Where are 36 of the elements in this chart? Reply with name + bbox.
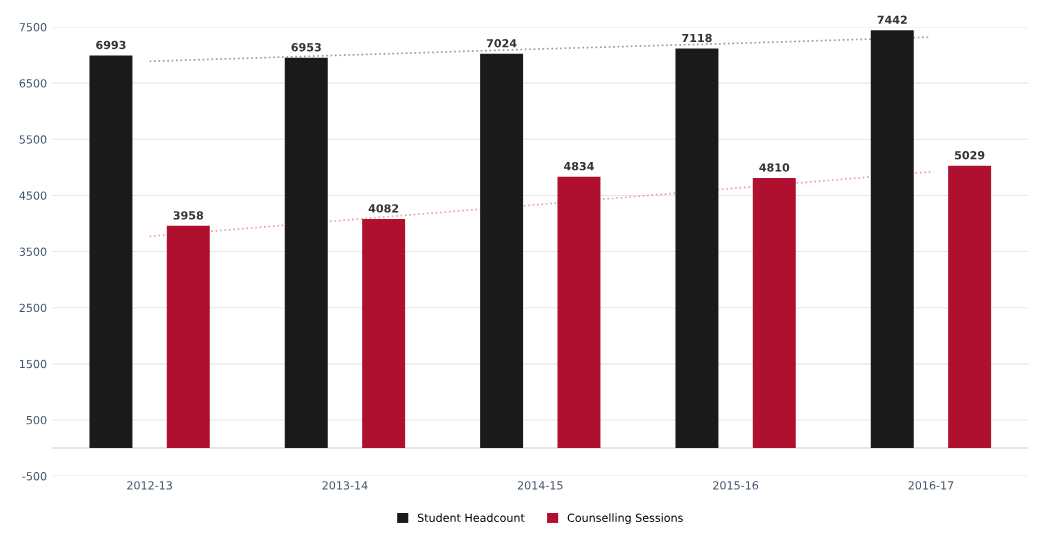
bar [948,165,992,449]
bar [752,178,796,449]
y-tick-label: 2500 [19,303,47,313]
bar [870,30,914,449]
x-tick-label: 2012-13 [127,481,172,490]
bar [284,57,328,449]
x-tick-label: 2013-14 [322,481,368,490]
data-label: 4834 [563,161,594,171]
y-tick-label: 1500 [20,359,47,369]
bar [480,53,524,449]
bar [362,218,406,449]
bar [89,55,133,449]
y-tick-label: -500 [22,472,47,481]
y-tick-label: 4500 [19,191,47,200]
y-tick-label: 500 [26,415,47,425]
legend-label: Counselling Sessions [567,513,683,525]
data-label: 4082 [368,204,399,213]
y-tick-label: 6500 [19,79,47,88]
x-tick-label: 2015-16 [713,481,759,490]
y-tick-label: 5500 [19,135,47,144]
y-tick-label: 3500 [19,247,47,256]
y-tick-label: 7500 [19,23,47,32]
data-label: 7024 [486,39,517,48]
data-label: 6993 [96,40,126,50]
bar [675,48,719,449]
data-label: 3958 [173,211,204,220]
x-tick-label: 2014-15 [517,481,563,490]
legend-label: Student Headcount [417,513,525,522]
data-label: 7118 [682,33,712,43]
x-tick-label: 2016-17 [908,481,954,490]
bar [557,176,601,449]
data-label: 5029 [955,151,985,160]
data-label: 6953 [291,43,321,52]
data-label: 4810 [759,163,790,172]
data-label: 7442 [877,15,907,24]
bar [166,225,210,449]
